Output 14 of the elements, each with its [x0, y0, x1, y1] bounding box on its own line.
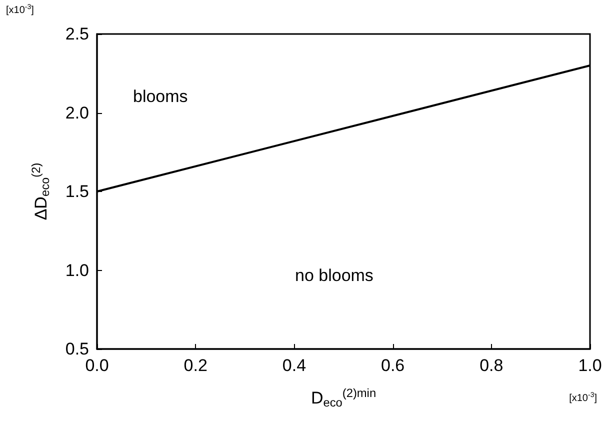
y-tick-label: 0.5 [65, 340, 89, 358]
x-tick-label: 0.4 [282, 356, 306, 375]
x-tick-label: 1.0 [578, 356, 602, 375]
y-tick-label: 1.5 [65, 182, 89, 201]
x-tick-label: 0.8 [480, 356, 504, 375]
y-axis-title: ΔDeco(2) [28, 162, 52, 220]
y-tick-label: 2.5 [65, 24, 89, 44]
y-tick-label: 2.0 [65, 103, 89, 122]
x-tick-label: 0.6 [380, 356, 405, 375]
y-tick-label: 1.0 [65, 260, 89, 280]
x-tick-label: 0.0 [85, 356, 109, 375]
annotation: blooms [133, 87, 188, 106]
annotation: no blooms [295, 266, 374, 285]
x-tick-label: 0.2 [184, 356, 208, 375]
